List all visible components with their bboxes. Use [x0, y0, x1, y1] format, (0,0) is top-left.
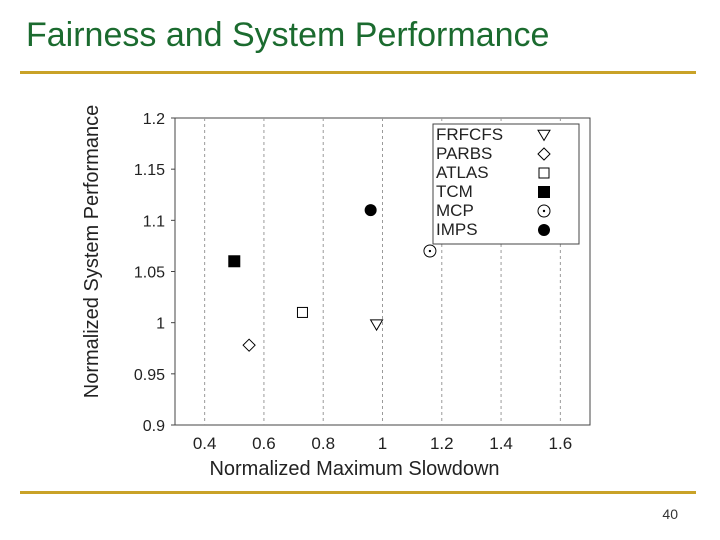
- footer-divider: [20, 491, 696, 494]
- y-tick-label: 1.15: [134, 162, 165, 179]
- x-axis-label: Normalized Maximum Slowdown: [209, 458, 499, 480]
- y-tick-label: 1: [156, 316, 165, 333]
- legend-label-parbs: PARBS: [436, 144, 492, 163]
- legend-label-imps: IMPS: [436, 220, 478, 239]
- x-tick-label: 0.6: [252, 434, 276, 453]
- data-point-tcm: [228, 255, 241, 268]
- y-tick-label: 1.2: [143, 111, 165, 128]
- legend-label-atlas: ATLAS: [436, 163, 489, 182]
- y-tick-label: 1.1: [143, 213, 165, 230]
- x-tick-label: 0.4: [193, 434, 217, 453]
- y-axis-label: Normalized System Performance: [81, 105, 103, 398]
- y-tick-label: 0.9: [143, 418, 165, 435]
- legend-label-frfcfs: FRFCFS: [436, 125, 503, 144]
- legend-marker-parbs: [537, 147, 551, 161]
- x-tick-label: 1.2: [430, 434, 454, 453]
- x-tick-label: 0.8: [311, 434, 335, 453]
- data-point-mcp: [423, 244, 437, 258]
- data-point-imps: [364, 204, 377, 217]
- legend-marker-tcm: [538, 186, 550, 198]
- legend-marker-mcp: [537, 204, 551, 218]
- legend-box: [432, 123, 580, 245]
- legend-label-tcm: TCM: [436, 182, 473, 201]
- legend-marker-imps: [538, 224, 550, 236]
- data-point-frfcfs: [369, 319, 384, 332]
- y-tick-label: 0.95: [134, 367, 165, 384]
- page-number: 40: [662, 506, 678, 522]
- data-point-parbs: [242, 338, 256, 352]
- x-tick-label: 1.6: [549, 434, 573, 453]
- slide-title: Fairness and System Performance: [26, 16, 550, 54]
- scatter-chart: 0.4 0.6 0.8 1 1.2 1.4 1.6 1.2 1.15 1.1 1.05 1 0.95 0.…: [81, 105, 591, 480]
- data-point-atlas: [296, 306, 308, 318]
- legend-marker-frfcfs: [537, 129, 551, 142]
- x-tick-label: 1.4: [489, 434, 513, 453]
- x-tick-label: 1: [378, 434, 387, 453]
- title-divider: [20, 71, 696, 74]
- legend-label-mcp: MCP: [436, 201, 474, 220]
- y-tick-label: 1.05: [134, 265, 165, 282]
- legend-marker-atlas: [538, 167, 550, 179]
